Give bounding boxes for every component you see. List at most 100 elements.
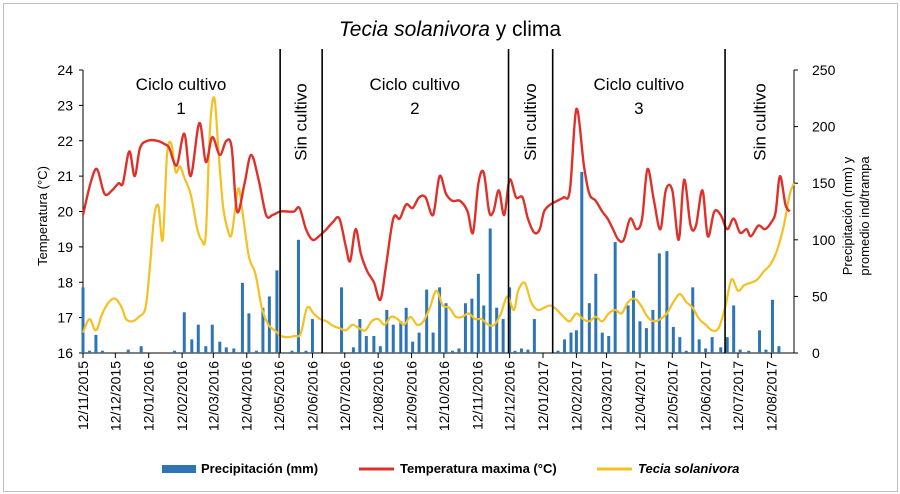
precipitation-bar [513,350,517,353]
precipitation-bar [358,319,362,353]
precipitation-bar [404,307,408,353]
legend: Precipitación (mm) Temperatura maxima (°… [162,461,739,476]
precipitation-bar [296,239,300,353]
x-axis: 12/11/2015 12/12/2015 12/01/2016 12/02/2016… [75,353,779,431]
right-axis: 0 50 100 150 200 250 [793,62,836,361]
precipitation-bar [569,332,573,353]
precipitation-bar [451,350,455,353]
precipitation-bar [770,299,774,353]
precipitation-bar [351,347,355,353]
right-tick-label: 150 [812,175,836,191]
right-tick-label: 50 [812,288,828,304]
precipitation-bar [638,321,642,353]
left-tick-label: 23 [57,97,73,113]
precipitation-bar [594,273,598,353]
precipitation-bar [182,312,186,353]
x-tick-label: 12/12/2015 [107,361,123,431]
phase-boundaries [279,49,726,353]
phase-label: Ciclo cultivo [594,75,685,94]
precipitation-bar [626,305,630,353]
precipitation-bar [139,346,143,353]
precipitation-bar [417,332,421,353]
left-tick-label: 21 [57,168,73,184]
x-tick-label: 12/02/2017 [568,361,584,431]
precipitation-bar [240,282,244,353]
precipitation-bar [764,349,768,353]
precipitation-bar [488,228,492,353]
x-tick-label: 12/07/2016 [337,361,353,431]
precipitation-bar [574,330,578,353]
y-axis-right-label-line2: promedio ind/trampa [857,156,872,276]
x-tick-label: 12/04/2016 [239,361,255,431]
phase-number: 3 [634,99,643,118]
legend-label-temperature: Temperatura maxima (°C) [400,461,557,476]
precipitation-bar [725,337,729,353]
precipitation-bar [457,348,461,353]
precipitation-bar [580,171,584,353]
precipitation-bar [758,330,762,353]
precipitation-bar [431,332,435,353]
precipitation-bar [719,347,723,353]
left-tick-label: 17 [57,310,73,326]
precipitation-bar [94,334,98,353]
chart-title: Tecia solanivora y clima [339,18,561,41]
precipitation-bar [126,349,130,353]
series-lines [81,96,796,339]
precipitation-bar [310,319,314,353]
precipitation-bar [190,339,194,353]
precipitation-bar [411,341,415,353]
precipitation-bar [631,290,635,353]
left-tick-label: 24 [57,62,73,78]
legend-label-tecia: Tecia solanivora [638,461,739,476]
x-tick-label: 12/04/2017 [632,361,648,431]
precipitation-bar [607,336,611,353]
precipitation-bar [425,289,429,353]
y-axis-left-label: Temperatura (°C) [35,166,50,266]
phase-label: Sin cultivo [751,83,770,160]
precipitation-bar [444,303,448,353]
precipitation-bar [204,346,208,353]
right-tick-label: 200 [812,119,836,135]
precipitation-bar [556,350,560,353]
precipitation-bar [651,309,655,353]
tecia-solanivora-line [81,96,796,339]
x-tick-label: 12/01/2017 [535,361,551,431]
x-tick-label: 12/11/2015 [75,361,91,430]
precipitation-bar [519,348,523,353]
precipitation-bar [613,242,617,353]
precipitation-bar [340,287,344,353]
legend-label-precipitation: Precipitación (mm) [201,461,318,476]
x-tick-label: 12/05/2016 [271,361,287,431]
x-tick-label: 12/08/2017 [763,361,779,431]
precipitation-bar [173,350,177,353]
precipitation-bar [391,324,395,353]
precipitation-bar [304,350,308,353]
precipitation-bar [671,326,675,353]
x-tick-label: 12/09/2016 [404,361,420,431]
precipitation-bar [470,298,474,353]
precipitation-bar [678,337,682,353]
x-tick-label: 12/03/2016 [205,361,221,431]
precipitation-bar [364,336,368,353]
precipitation-bar [777,346,781,353]
precipitation-bar [747,350,751,353]
precipitation-bar [372,336,376,353]
right-tick-label: 250 [812,62,836,78]
precipitation-bar [495,307,499,353]
precipitation-bar [261,307,265,353]
precipitation-bar [657,253,661,353]
precipitation-bar [526,349,530,353]
precipitation-bar [476,273,480,353]
y-axis-right-label-line1: Precipitación (mm) y [840,156,855,275]
phase-label: Ciclo cultivo [369,75,460,94]
precipitation-bar [697,339,701,353]
x-tick-label: 12/07/2017 [730,361,746,431]
precipitation-bar [290,350,294,353]
x-tick-label: 12/12/2016 [502,361,518,431]
temperature-line [81,107,791,302]
precipitation-bar [385,309,389,353]
precipitation-bar [710,337,714,353]
chart-frame: Tecia solanivora y clima 16 17 18 19 20 21 22 2… [3,3,898,492]
precipitation-bar [501,319,505,353]
precipitation-bar [247,313,251,353]
